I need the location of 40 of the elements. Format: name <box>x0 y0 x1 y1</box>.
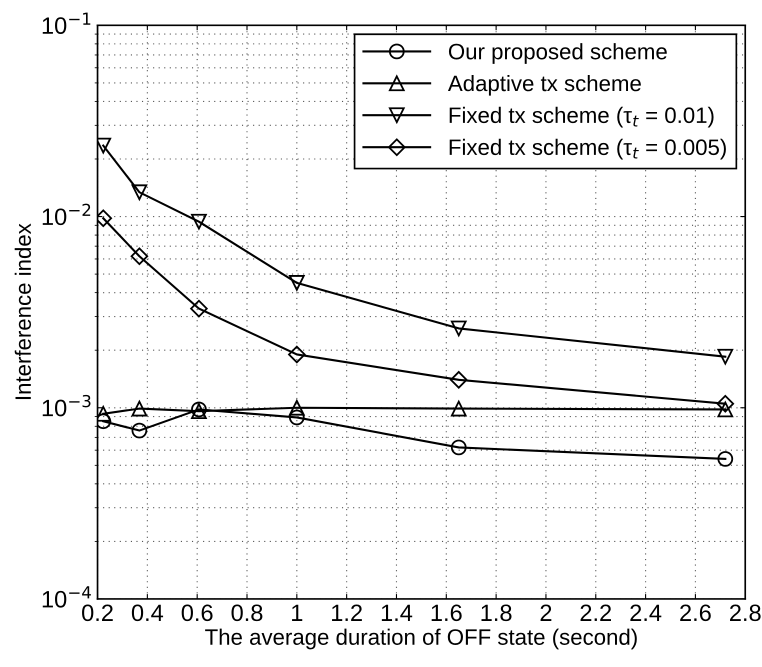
point <box>450 400 467 416</box>
x-tick-label: 1.6 <box>432 604 462 622</box>
point <box>132 400 148 416</box>
y-axis-title: Interference index <box>14 223 32 400</box>
point <box>132 422 148 438</box>
x-tick-label: 2.6 <box>680 604 711 622</box>
x-tick-label: 2.4 <box>630 604 662 621</box>
point <box>717 402 734 418</box>
point <box>288 410 305 426</box>
y-tick-label: 10$^{−2}$ <box>42 204 90 226</box>
legend-label: Our proposed scheme <box>448 43 667 64</box>
point <box>450 440 467 456</box>
legend-label: Fixed tx scheme (τ$_{t}$ = 0.01) <box>450 106 714 128</box>
point <box>130 247 148 266</box>
x-tick-label: 0.4 <box>132 604 164 622</box>
x-tick-label: 0.6 <box>182 604 213 622</box>
point <box>450 371 468 389</box>
y-tick-label: 10$^{−1}$ <box>42 12 90 34</box>
x-tick-label: 2 <box>540 604 552 621</box>
point <box>717 451 734 467</box>
point <box>132 184 148 200</box>
point <box>717 348 734 365</box>
point <box>716 394 734 412</box>
x-tick-label: 1.2 <box>332 604 362 621</box>
point <box>190 300 208 318</box>
point <box>288 400 305 416</box>
x-tick-label: 1.4 <box>382 604 412 621</box>
x-tick-label: 1.8 <box>482 604 512 622</box>
point <box>450 320 467 336</box>
legend-label: Fixed tx scheme (τ$_{t}$ = 0.005) <box>450 138 726 160</box>
point <box>288 275 305 291</box>
legend-label: Adaptive tx scheme <box>448 74 641 96</box>
x-axis-title: The average duration of OFF state (second) <box>205 628 637 650</box>
x-tick-label: 2.8 <box>730 604 761 622</box>
x-tick-label: 2.2 <box>580 604 611 621</box>
y-tick-label: 10$^{−3}$ <box>42 394 90 416</box>
point <box>288 346 306 364</box>
x-tick-label: 1 <box>292 604 302 621</box>
point <box>191 214 207 230</box>
x-tick-label: 0.8 <box>232 604 262 622</box>
